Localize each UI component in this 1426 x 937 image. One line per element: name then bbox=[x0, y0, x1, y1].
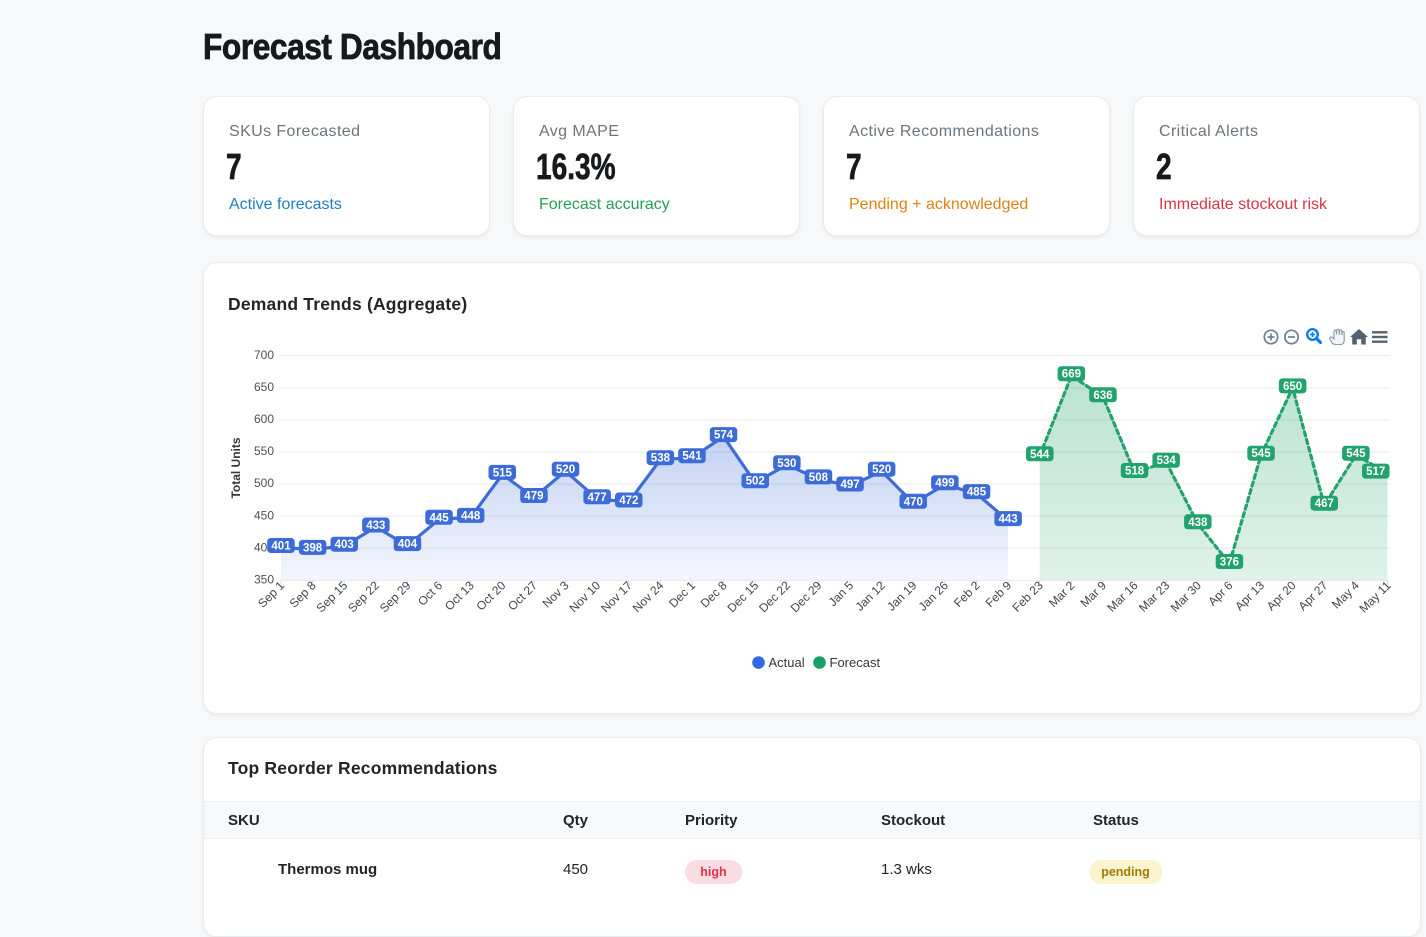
svg-text:Mar 30: Mar 30 bbox=[1168, 578, 1205, 615]
svg-text:433: 433 bbox=[366, 520, 385, 532]
svg-text:515: 515 bbox=[493, 467, 513, 479]
svg-text:545: 545 bbox=[1251, 448, 1271, 460]
svg-text:544: 544 bbox=[1030, 449, 1050, 461]
svg-text:376: 376 bbox=[1220, 557, 1239, 569]
svg-text:Nov 10: Nov 10 bbox=[566, 578, 603, 615]
svg-text:574: 574 bbox=[714, 430, 734, 442]
svg-text:Dec 29: Dec 29 bbox=[788, 578, 825, 615]
svg-text:472: 472 bbox=[619, 495, 638, 507]
svg-text:Total Units: Total Units bbox=[229, 437, 243, 498]
svg-text:Dec 1: Dec 1 bbox=[666, 578, 698, 610]
svg-text:479: 479 bbox=[524, 491, 543, 503]
svg-text:545: 545 bbox=[1346, 448, 1366, 460]
svg-text:445: 445 bbox=[430, 512, 450, 524]
svg-text:517: 517 bbox=[1366, 466, 1385, 478]
svg-text:Dec 22: Dec 22 bbox=[756, 578, 793, 615]
svg-text:500: 500 bbox=[254, 476, 274, 490]
svg-text:Mar 23: Mar 23 bbox=[1136, 578, 1173, 615]
svg-text:497: 497 bbox=[841, 479, 860, 491]
svg-text:350: 350 bbox=[254, 572, 274, 586]
svg-text:477: 477 bbox=[588, 492, 607, 504]
svg-text:Oct 6: Oct 6 bbox=[415, 578, 445, 608]
svg-text:Jan 26: Jan 26 bbox=[916, 578, 952, 614]
svg-text:401: 401 bbox=[271, 541, 291, 553]
svg-text:Apr 13: Apr 13 bbox=[1232, 578, 1267, 613]
svg-text:448: 448 bbox=[461, 510, 481, 522]
svg-text:Nov 24: Nov 24 bbox=[630, 578, 667, 615]
svg-text:403: 403 bbox=[335, 539, 354, 551]
svg-text:669: 669 bbox=[1062, 369, 1081, 381]
svg-text:Oct 27: Oct 27 bbox=[505, 578, 540, 613]
svg-text:650: 650 bbox=[1283, 381, 1302, 393]
svg-text:Dec 15: Dec 15 bbox=[725, 578, 762, 615]
svg-text:Sep 29: Sep 29 bbox=[377, 578, 414, 615]
svg-text:Oct 20: Oct 20 bbox=[474, 578, 509, 613]
svg-text:518: 518 bbox=[1125, 466, 1145, 478]
svg-text:Mar 16: Mar 16 bbox=[1104, 578, 1141, 615]
svg-text:Apr 20: Apr 20 bbox=[1264, 578, 1299, 613]
svg-text:Feb 23: Feb 23 bbox=[1010, 578, 1047, 615]
svg-text:404: 404 bbox=[398, 539, 418, 551]
svg-text:600: 600 bbox=[254, 412, 274, 426]
svg-text:520: 520 bbox=[556, 464, 575, 476]
svg-text:Jan 19: Jan 19 bbox=[884, 578, 920, 614]
svg-text:499: 499 bbox=[935, 478, 954, 490]
svg-text:502: 502 bbox=[746, 476, 765, 488]
svg-text:Mar 2: Mar 2 bbox=[1046, 578, 1078, 610]
svg-text:636: 636 bbox=[1093, 390, 1112, 402]
svg-text:470: 470 bbox=[904, 496, 923, 508]
svg-text:534: 534 bbox=[1157, 455, 1177, 467]
svg-text:550: 550 bbox=[254, 444, 274, 458]
svg-text:Nov 17: Nov 17 bbox=[598, 578, 635, 615]
svg-text:Oct 13: Oct 13 bbox=[442, 578, 477, 613]
svg-text:485: 485 bbox=[967, 487, 987, 499]
svg-text:538: 538 bbox=[651, 453, 671, 465]
svg-text:Jan 12: Jan 12 bbox=[852, 578, 888, 614]
svg-text:Apr 6: Apr 6 bbox=[1205, 578, 1235, 608]
svg-text:650: 650 bbox=[254, 380, 274, 394]
svg-text:700: 700 bbox=[254, 348, 274, 362]
svg-text:467: 467 bbox=[1315, 498, 1334, 510]
svg-text:530: 530 bbox=[777, 458, 796, 470]
svg-text:Forecast: Forecast bbox=[830, 655, 881, 670]
svg-text:Sep 22: Sep 22 bbox=[345, 578, 382, 615]
svg-text:450: 450 bbox=[254, 508, 274, 522]
svg-text:443: 443 bbox=[999, 514, 1018, 526]
svg-text:398: 398 bbox=[303, 542, 323, 554]
svg-text:Sep 15: Sep 15 bbox=[314, 578, 351, 615]
svg-text:Actual: Actual bbox=[769, 655, 805, 670]
svg-text:Apr 27: Apr 27 bbox=[1296, 578, 1331, 613]
svg-text:Feb 2: Feb 2 bbox=[951, 578, 983, 610]
svg-text:520: 520 bbox=[872, 464, 891, 476]
svg-text:508: 508 bbox=[809, 472, 829, 484]
svg-text:438: 438 bbox=[1188, 517, 1208, 529]
svg-text:May 11: May 11 bbox=[1357, 578, 1394, 615]
svg-text:541: 541 bbox=[682, 451, 702, 463]
